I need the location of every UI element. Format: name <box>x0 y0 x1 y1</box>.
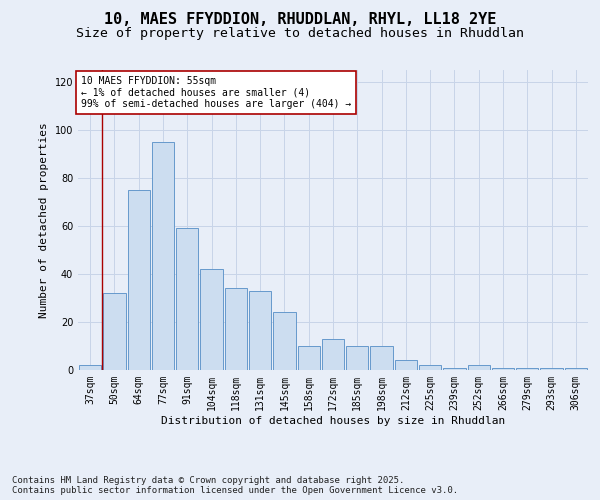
Bar <box>565 368 587 370</box>
Bar <box>128 190 150 370</box>
Bar <box>249 291 271 370</box>
Bar <box>273 312 296 370</box>
Bar <box>224 288 247 370</box>
Text: Size of property relative to detached houses in Rhuddlan: Size of property relative to detached ho… <box>76 28 524 40</box>
Bar <box>492 368 514 370</box>
Bar <box>516 368 538 370</box>
Y-axis label: Number of detached properties: Number of detached properties <box>39 122 49 318</box>
Bar <box>103 293 125 370</box>
Bar <box>346 346 368 370</box>
Bar <box>370 346 393 370</box>
Bar <box>395 360 417 370</box>
Text: 10 MAES FFYDDION: 55sqm
← 1% of detached houses are smaller (4)
99% of semi-deta: 10 MAES FFYDDION: 55sqm ← 1% of detached… <box>80 76 351 109</box>
X-axis label: Distribution of detached houses by size in Rhuddlan: Distribution of detached houses by size … <box>161 416 505 426</box>
Bar <box>467 365 490 370</box>
Text: 10, MAES FFYDDION, RHUDDLAN, RHYL, LL18 2YE: 10, MAES FFYDDION, RHUDDLAN, RHYL, LL18 … <box>104 12 496 28</box>
Bar <box>298 346 320 370</box>
Bar <box>79 365 101 370</box>
Bar <box>541 368 563 370</box>
Bar <box>176 228 199 370</box>
Text: Contains HM Land Registry data © Crown copyright and database right 2025.
Contai: Contains HM Land Registry data © Crown c… <box>12 476 458 495</box>
Bar <box>200 269 223 370</box>
Bar <box>443 368 466 370</box>
Bar <box>419 365 442 370</box>
Bar <box>322 339 344 370</box>
Bar <box>152 142 174 370</box>
